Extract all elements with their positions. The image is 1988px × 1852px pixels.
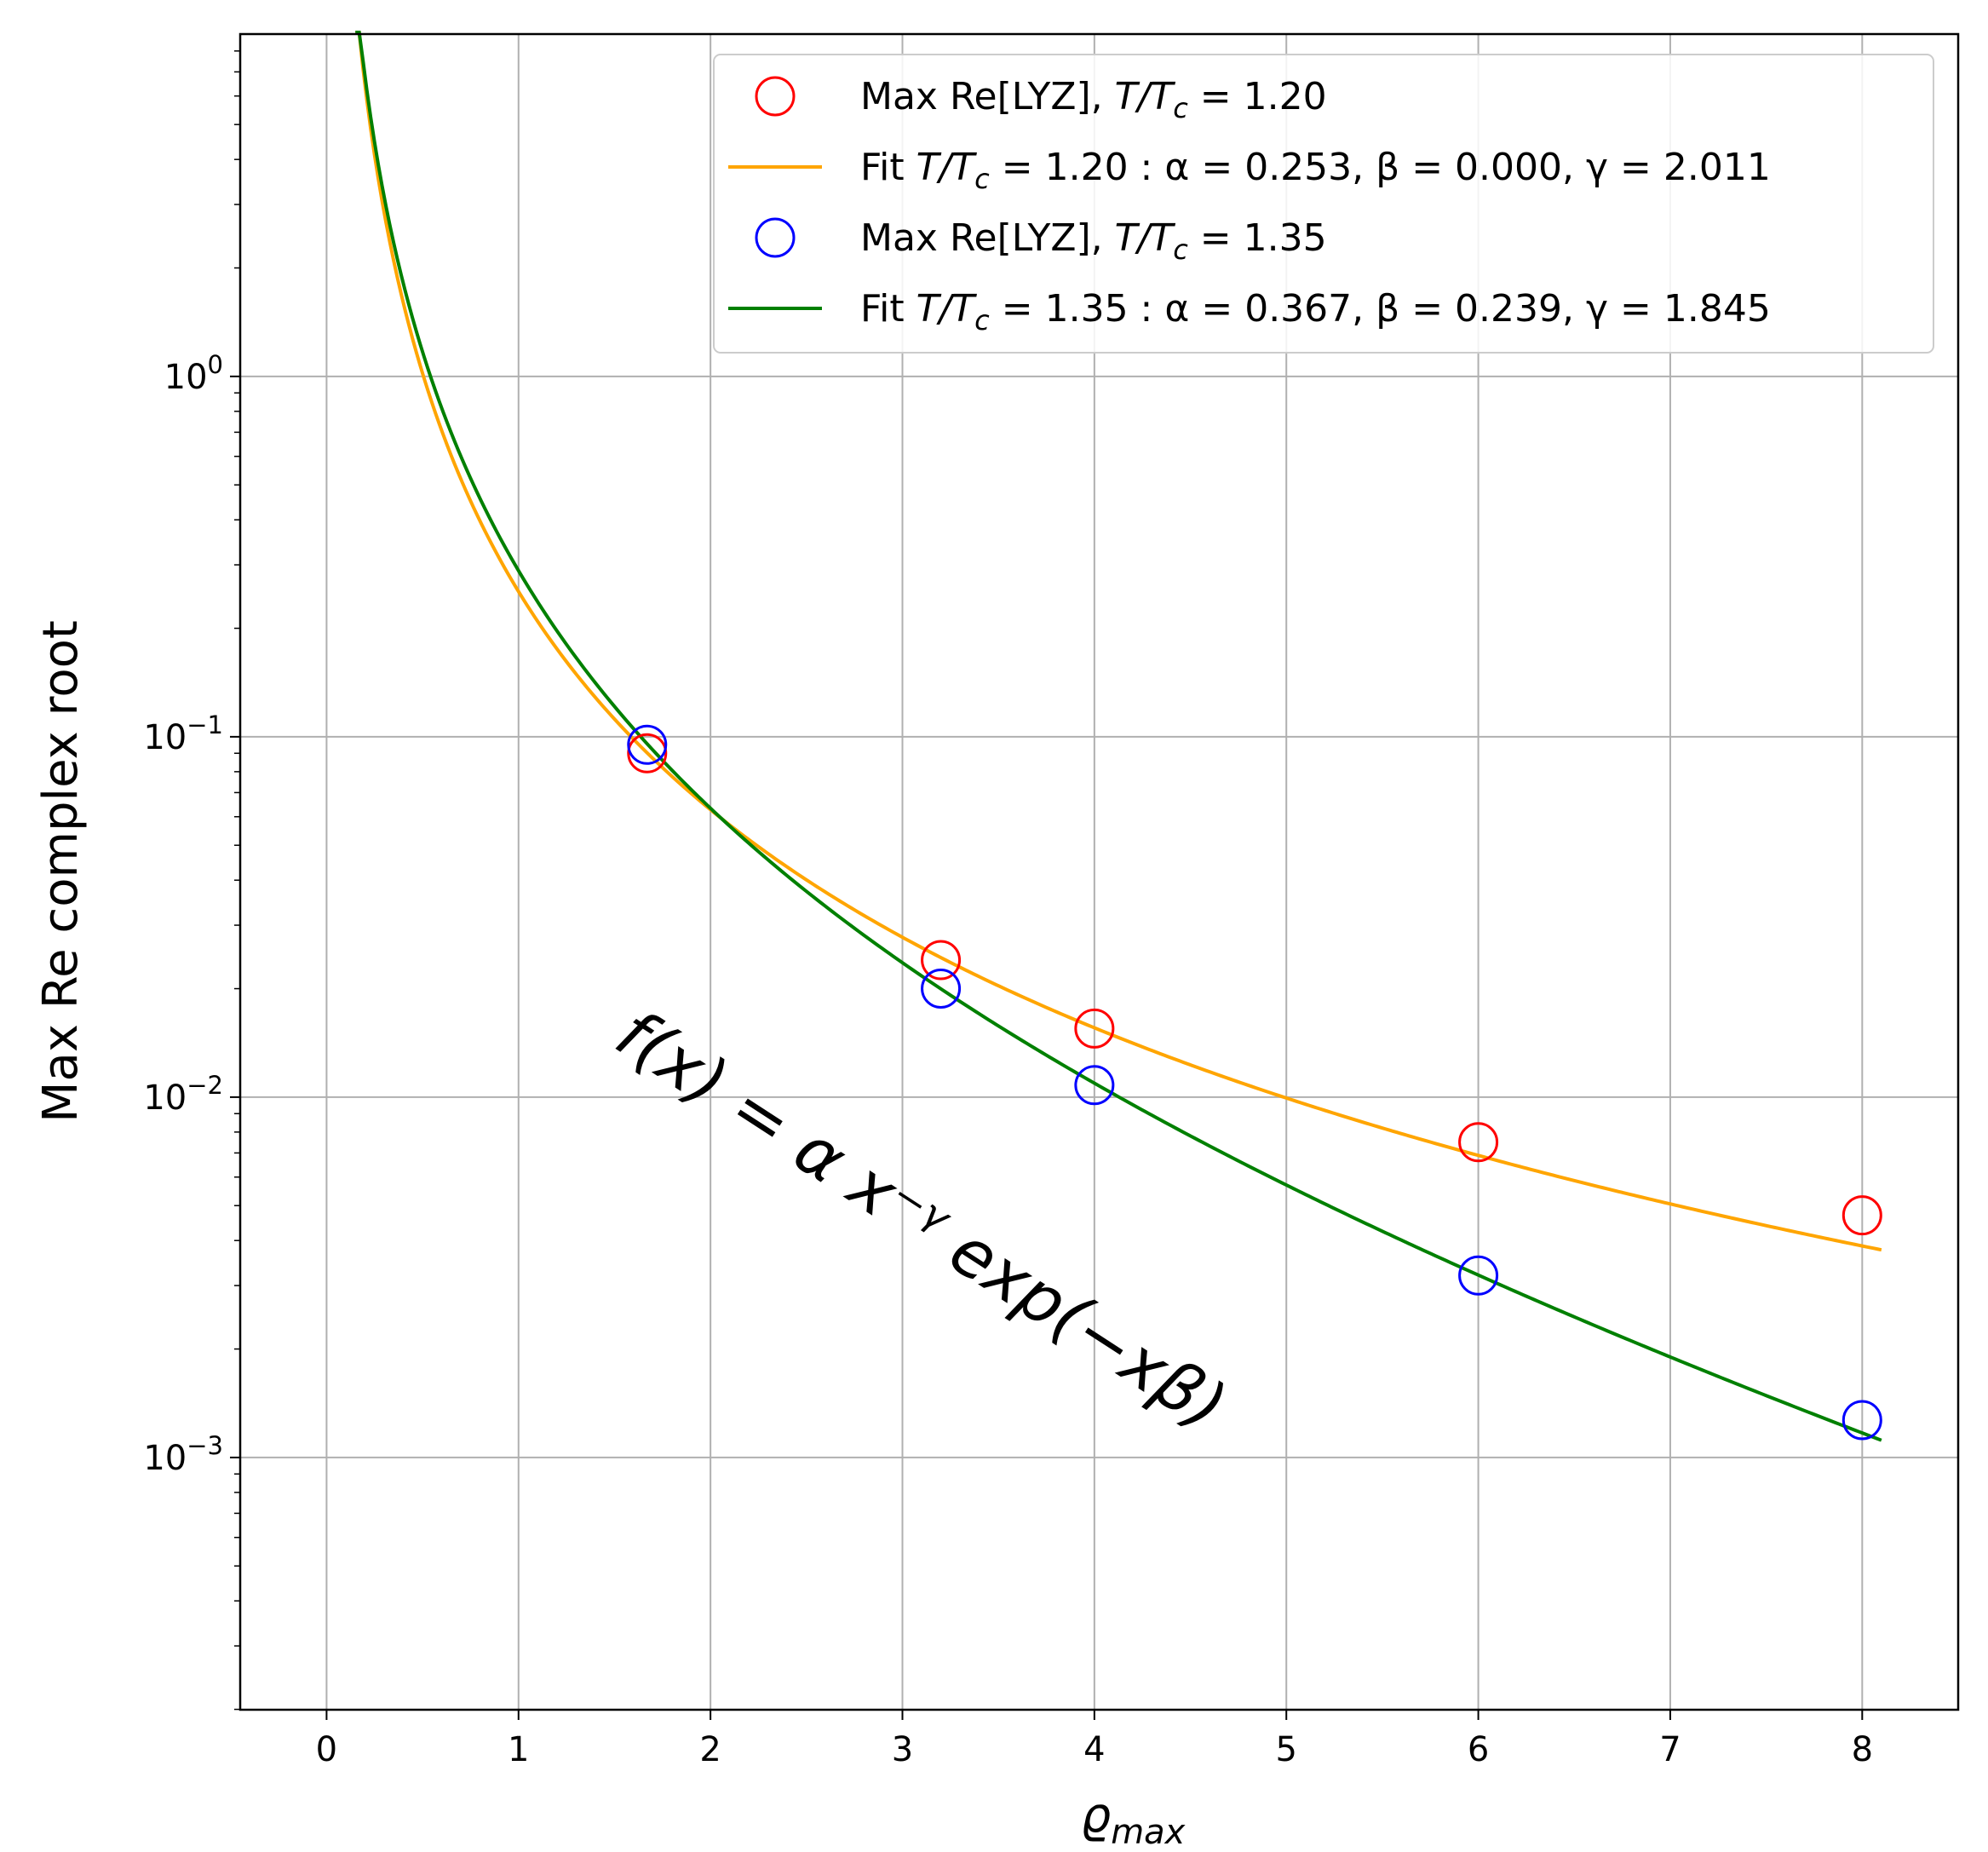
legend-label-prefix: Max Re[LYZ], [860, 216, 1115, 260]
axis-ticks [230, 50, 1864, 1720]
x-tick-label: 0 [316, 1730, 337, 1769]
legend-label-subscript: c [974, 304, 990, 336]
legend-label-math: T/T [916, 146, 978, 189]
x-tick-label: 4 [1083, 1730, 1105, 1769]
x-tick-label: 8 [1852, 1730, 1873, 1769]
y-tick-label-exponent: −1 [187, 710, 223, 739]
y-tick-label-base: 10 [143, 1078, 187, 1118]
legend-label-math: T/T [1115, 216, 1176, 260]
data-point [1458, 1122, 1499, 1163]
data-point [1074, 1008, 1115, 1049]
legend-label-suffix: = 1.35 [1188, 216, 1327, 260]
legend-label-suffix: = 1.20 [1188, 75, 1327, 118]
data-point [627, 733, 668, 774]
x-tick-label: 6 [1468, 1730, 1489, 1769]
x-tick-label: 7 [1659, 1730, 1681, 1769]
y-tick-label-exponent: −2 [187, 1071, 223, 1100]
legend-label-suffix: = 1.20 : α = 0.253, β = 0.000, γ = 2.011 [990, 146, 1771, 189]
legend-label-subscript: c [1173, 92, 1188, 124]
y-tick-label-base: 10 [143, 1439, 187, 1478]
legend-label: Max Re[LYZ], T/Tc = 1.20 [860, 75, 1327, 124]
legend-circle-marker [755, 217, 796, 258]
x-axis-label: ϱmax [1081, 1788, 1186, 1852]
y-tick-label: 100 [164, 350, 223, 397]
legend-circle-marker [755, 76, 796, 117]
data-point [1841, 1195, 1882, 1236]
data-point [1458, 1255, 1499, 1296]
data-point [921, 969, 962, 1009]
fit-curves [355, 31, 1882, 1442]
legend-label: Max Re[LYZ], T/Tc = 1.35 [860, 216, 1327, 266]
y-tick-label-base: 10 [143, 718, 187, 757]
data-point [1841, 1400, 1882, 1441]
data-point [921, 940, 962, 981]
legend-label: Fit T/Tc = 1.35 : α = 0.367, β = 0.239, … [860, 287, 1771, 336]
x-axis-label-sub: max [1111, 1813, 1185, 1852]
x-tick-label: 2 [699, 1730, 721, 1769]
x-tick-label: 5 [1276, 1730, 1297, 1769]
data-point [1074, 1065, 1115, 1106]
y-tick-label-base: 10 [164, 358, 208, 397]
y-tick-label-exponent: 0 [208, 350, 223, 379]
y-tick-label-exponent: −3 [187, 1431, 223, 1460]
data-point [627, 724, 668, 765]
x-axis-label-main: ϱ [1081, 1788, 1112, 1843]
fit-curve [355, 31, 1882, 1442]
x-tick-label: 1 [508, 1730, 529, 1769]
x-tick-labels: 0 1 2 3 4 5 6 7 8 [316, 1730, 1873, 1769]
legend-label-math: T/T [1115, 75, 1176, 118]
x-tick-label: 3 [892, 1730, 913, 1769]
y-tick-label: 10−1 [143, 710, 223, 757]
legend-box [713, 54, 1934, 354]
legend-label-subscript: c [1173, 233, 1188, 266]
y-tick-label: 10−3 [143, 1431, 223, 1478]
legend-label-prefix: Max Re[LYZ], [860, 75, 1115, 118]
legend-label: Fit T/Tc = 1.20 : α = 0.253, β = 0.000, … [860, 146, 1771, 195]
fit-curve [355, 31, 1882, 1252]
y-tick-label: 10−2 [143, 1071, 223, 1118]
legend-label-suffix: = 1.35 : α = 0.367, β = 0.239, γ = 1.845 [990, 287, 1771, 331]
legend-label-prefix: Fit [860, 146, 916, 189]
data-points [627, 724, 1882, 1441]
legend-label-subscript: c [974, 163, 990, 195]
y-axis-label: Max Re complex root [33, 620, 89, 1123]
legend-label-prefix: Fit [860, 287, 916, 331]
legend-label-math: T/T [916, 287, 978, 331]
plot-frame [238, 32, 1960, 1711]
